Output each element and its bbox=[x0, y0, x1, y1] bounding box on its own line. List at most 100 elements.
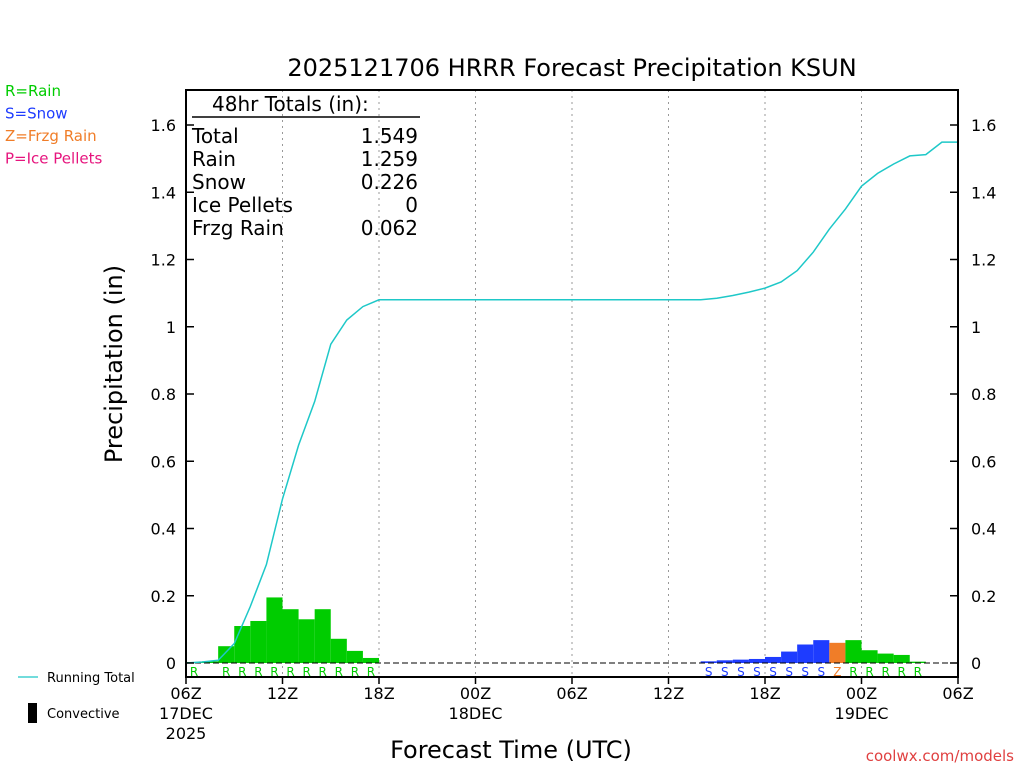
convective-legend-label: Convective bbox=[47, 707, 120, 722]
x-tick-label: 06Z bbox=[556, 684, 587, 703]
y-tick-label: 1.2 bbox=[151, 251, 176, 270]
precip-bar bbox=[748, 658, 765, 663]
precip-type-label: R bbox=[849, 665, 857, 679]
precip-type-label: Z bbox=[833, 665, 841, 679]
y-tick-label: 1.6 bbox=[151, 116, 176, 135]
precip-bar bbox=[282, 609, 299, 663]
precip-type-label: R bbox=[367, 665, 375, 679]
totals-row-value: 0 bbox=[405, 193, 418, 217]
y-tick-label: 0 bbox=[166, 654, 176, 673]
convective-legend-swatch bbox=[28, 703, 37, 723]
x-tick-label: 12Z bbox=[653, 684, 684, 703]
precip-bars bbox=[186, 597, 926, 663]
precip-type-label: S bbox=[817, 665, 825, 679]
x-tick-year: 2025 bbox=[166, 724, 207, 743]
y-tick-label-right: 0.8 bbox=[971, 385, 996, 404]
precip-type-label: R bbox=[286, 665, 294, 679]
precip-bar bbox=[813, 640, 830, 663]
y-axis-left: 0 0.2 0.4 0.6 0.8 1 1.2 1.4 1.6 bbox=[151, 116, 194, 673]
precip-bar bbox=[861, 650, 878, 663]
totals-rows: Total 1.549 Rain 1.259 Snow 0.226 Ice Pellets 0… bbox=[191, 124, 418, 240]
y-tick-label: 0.2 bbox=[151, 587, 176, 606]
precip-type-label: R bbox=[238, 665, 246, 679]
y-axis-right: 0 0.2 0.4 0.6 0.8 1 1.2 1.4 1.6 bbox=[950, 116, 996, 673]
x-tick-label: 06Z bbox=[942, 684, 973, 703]
type-legend-item: R=Rain bbox=[5, 82, 61, 100]
precip-type-label: R bbox=[898, 665, 906, 679]
totals-row-label: Snow bbox=[192, 170, 246, 194]
totals-row-label: Frzg Rain bbox=[192, 216, 284, 240]
running-total-legend-label: Running Total bbox=[47, 671, 135, 686]
x-tick-label: 00Z bbox=[460, 684, 491, 703]
precip-type-label: R bbox=[319, 665, 327, 679]
precip-bar bbox=[218, 646, 235, 663]
precip-type-label: S bbox=[705, 665, 713, 679]
precip-bar bbox=[765, 656, 782, 663]
running-total-line bbox=[185, 141, 958, 664]
y-tick-label-right: 1.4 bbox=[971, 183, 996, 202]
precip-bar bbox=[909, 661, 926, 663]
precip-bar bbox=[716, 660, 733, 663]
totals-row-label: Rain bbox=[192, 147, 236, 171]
type-legend-item: Z=Frzg Rain bbox=[5, 127, 97, 145]
precip-type-label: R bbox=[881, 665, 889, 679]
precip-bar bbox=[202, 661, 219, 663]
y-tick-label: 0.6 bbox=[151, 452, 176, 471]
y-tick-label: 1.4 bbox=[151, 183, 176, 202]
x-tick-label: 18Z bbox=[363, 684, 394, 703]
x-tick-label: 06Z bbox=[170, 684, 201, 703]
y-tick-label-right: 1.6 bbox=[971, 116, 996, 135]
totals-row-label: Total bbox=[191, 124, 239, 148]
y-tick-label: 0.8 bbox=[151, 385, 176, 404]
precip-bar bbox=[314, 609, 331, 663]
precip-type-label: R bbox=[190, 665, 198, 679]
y-tick-label-right: 0.4 bbox=[971, 520, 996, 539]
totals-row-label: Ice Pellets bbox=[192, 193, 293, 217]
precip-type-label: R bbox=[865, 665, 873, 679]
precip-bar bbox=[700, 661, 717, 663]
precip-type-label: S bbox=[801, 665, 809, 679]
precip-bar bbox=[797, 644, 814, 663]
credit-text: coolwx.com/models bbox=[866, 747, 1014, 765]
precip-type-label: S bbox=[753, 665, 761, 679]
x-tick-label: 00Z bbox=[846, 684, 877, 703]
totals-box: 48hr Totals (in): Total 1.549 Rain 1.259 Sno… bbox=[191, 92, 420, 240]
precip-bar bbox=[266, 597, 283, 663]
precip-type-legend: R=Rain S=Snow Z=Frzg Rain P=Ice Pellets bbox=[5, 82, 102, 168]
y-tick-label: 0.4 bbox=[151, 520, 176, 539]
y-tick-label-right: 1.2 bbox=[971, 251, 996, 270]
precip-type-label: R bbox=[351, 665, 359, 679]
gridlines bbox=[282, 90, 862, 677]
precip-bar bbox=[877, 653, 894, 663]
precip-bar bbox=[298, 619, 315, 663]
precip-bar bbox=[732, 659, 749, 663]
precip-bar bbox=[330, 638, 347, 663]
y-tick-label: 1 bbox=[166, 318, 176, 337]
chart-title: 2025121706 HRRR Forecast Precipitation K… bbox=[287, 54, 856, 82]
precip-type-label: R bbox=[270, 665, 278, 679]
type-legend-item: P=Ice Pellets bbox=[5, 150, 102, 168]
precip-bar bbox=[893, 654, 910, 663]
totals-row-value: 0.226 bbox=[361, 170, 418, 194]
totals-row-value: 1.259 bbox=[361, 147, 418, 171]
x-tick-date: 19DEC bbox=[835, 704, 889, 723]
x-tick-date: 17DEC bbox=[159, 704, 213, 723]
precip-bar bbox=[250, 620, 267, 663]
precip-type-label: R bbox=[222, 665, 230, 679]
precip-type-label: R bbox=[335, 665, 343, 679]
precip-type-label: S bbox=[721, 665, 729, 679]
x-tick-label: 12Z bbox=[267, 684, 298, 703]
y-tick-label-right: 1 bbox=[971, 318, 981, 337]
precip-type-label: R bbox=[914, 665, 922, 679]
precip-bar bbox=[346, 650, 363, 663]
y-axis-label: Precipitation (in) bbox=[100, 265, 128, 463]
precip-type-label: S bbox=[769, 665, 777, 679]
footer-legend: Running Total Convective bbox=[18, 671, 135, 723]
y-tick-label-right: 0.6 bbox=[971, 452, 996, 471]
x-tick-date: 18DEC bbox=[449, 704, 503, 723]
precip-bar bbox=[234, 626, 251, 663]
totals-heading: 48hr Totals (in): bbox=[212, 92, 369, 116]
